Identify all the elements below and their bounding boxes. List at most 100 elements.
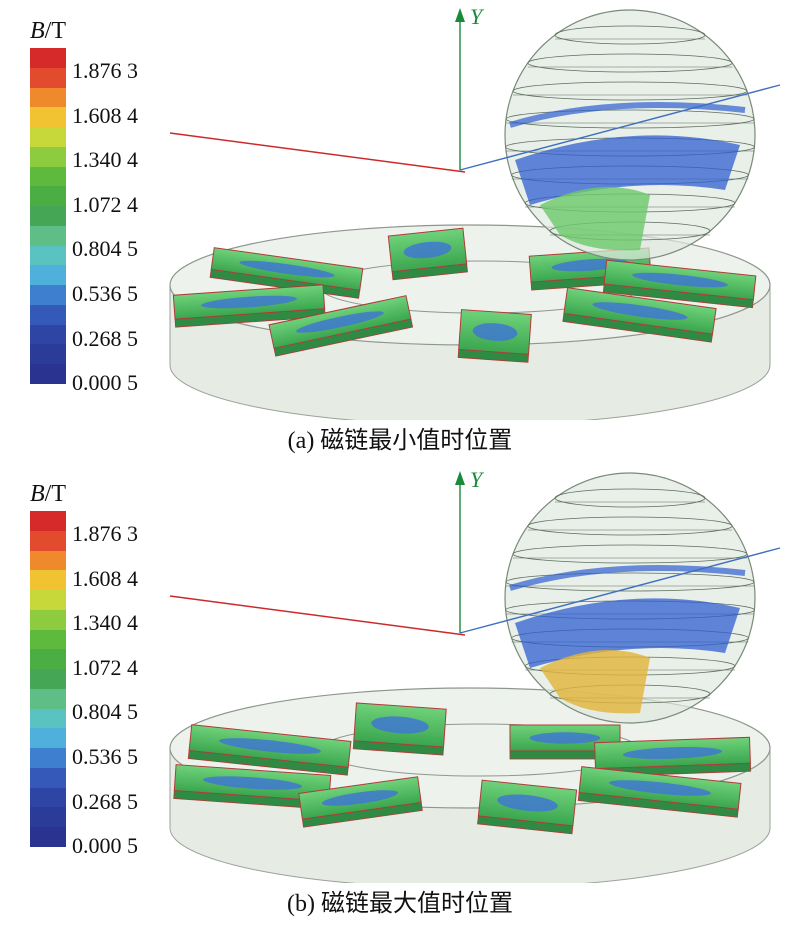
colorbar-segment: [30, 48, 66, 68]
flux-core: [540, 650, 650, 714]
colorbar-segment: [30, 787, 66, 808]
colorbar-segment: [30, 304, 66, 325]
pointer-line: [169, 595, 466, 636]
colorbar-segment: [30, 748, 66, 768]
magnet: [352, 702, 447, 756]
legend-tick-label: 0.804 5: [72, 236, 138, 262]
colorbar-segment: [30, 324, 66, 345]
pointer-line: [169, 132, 466, 173]
flux-band-upper: [509, 565, 746, 591]
colorbar-segment: [30, 364, 66, 384]
colorbar-segment: [30, 245, 66, 266]
colorbar-segment: [30, 127, 66, 147]
legend-tick-label: 1.072 4: [72, 191, 138, 217]
flux-band: [515, 135, 740, 205]
rotor-slot: [554, 488, 706, 508]
rotor-slot: [512, 81, 748, 101]
rotor-slot: [527, 53, 733, 73]
legend-tick-label: 1.608 4: [72, 102, 138, 128]
legend-tick-label: 0.000 5: [72, 833, 138, 859]
colorbar-segment: [30, 827, 66, 847]
flux-core: [540, 187, 650, 251]
magnet: [268, 295, 414, 357]
x-axis: [459, 84, 781, 171]
legend-tick-label: 1.876 3: [72, 521, 138, 546]
panel-a: B/T 1.876 3 1.608 4 1.340 4 1.072 4 0.804 5 0…: [28, 4, 781, 454]
caption-a: (a) 磁链最小值时位置: [287, 428, 513, 454]
legend-tick-label: 0.536 5: [72, 281, 138, 306]
colorbar-segment: [30, 225, 66, 246]
legend-var: B: [30, 481, 45, 507]
colorbar-segment: [30, 590, 66, 610]
caption-b: (b) 磁链最大值时位置: [287, 891, 513, 917]
magnet: [457, 309, 532, 363]
rotor-slot: [505, 572, 755, 592]
colorbar-segment: [30, 669, 66, 689]
rotor-slot: [527, 516, 733, 536]
y-axis-arrow: [455, 471, 465, 485]
colorbar-segment: [30, 649, 66, 669]
colorbar-segment: [30, 688, 66, 709]
legend-var: B: [30, 18, 45, 44]
magnet: [298, 776, 423, 828]
legend-tick-label: 0.536 5: [72, 744, 138, 769]
legend-unit: /T: [44, 481, 66, 507]
y-axis-label: Y: [470, 467, 485, 492]
colorbar-segment: [30, 609, 66, 630]
colorbar-segment: [30, 767, 66, 788]
colorbar-segment: [30, 344, 66, 364]
colorbar-segment: [30, 708, 66, 729]
magnet: [477, 779, 578, 835]
scene-a: Y: [169, 4, 781, 420]
magnet: [187, 724, 352, 776]
magnet: [577, 766, 742, 818]
legend-tick-label: 1.072 4: [72, 654, 138, 680]
legend-title: B/T: [30, 481, 66, 508]
rotor-slot: [505, 109, 755, 129]
legend-tick-label: 1.876 3: [72, 58, 138, 83]
colorbar-segment: [30, 265, 66, 285]
colorbar-segment: [30, 550, 66, 571]
colorbar-segment: [30, 146, 66, 167]
colorbar-segment: [30, 107, 66, 127]
x-axis: [459, 547, 781, 634]
y-axis-label: Y: [470, 4, 485, 29]
colorbar-segment: [30, 186, 66, 206]
magnet: [172, 284, 326, 328]
colorbar-segment: [30, 67, 66, 88]
scene-b: Y: [169, 467, 781, 883]
legend-tick-label: 1.340 4: [72, 610, 138, 636]
colorbar-segment: [30, 511, 66, 531]
colorbar-segment: [30, 530, 66, 551]
magnet: [173, 764, 332, 810]
legend-tick-label: 0.000 5: [72, 370, 138, 396]
colorbar-segment: [30, 285, 66, 305]
legend-tick-label: 0.268 5: [72, 788, 138, 814]
legend-a: B/T 1.876 3 1.608 4 1.340 4 1.072 4 0.804 5 0…: [28, 18, 188, 398]
colorbar-segment: [30, 629, 66, 650]
y-axis-arrow: [455, 8, 465, 22]
colorbar-segment: [30, 807, 66, 827]
legend-tick-label: 0.804 5: [72, 699, 138, 725]
colorbar: [30, 48, 66, 384]
colorbar-segment: [30, 570, 66, 590]
legend-unit: /T: [44, 18, 66, 44]
legend-b: B/T 1.876 3 1.608 4 1.340 4 1.072 4 0.804 5 0…: [28, 481, 188, 861]
colorbar-segment: [30, 206, 66, 226]
magnet: [602, 259, 757, 309]
rotor-slot: [554, 25, 706, 45]
legend-tick-label: 1.340 4: [72, 147, 138, 173]
colorbar: [30, 511, 66, 847]
magnet: [562, 287, 717, 343]
legend-tick-label: 1.608 4: [72, 565, 138, 591]
rotor-slot: [512, 544, 748, 564]
colorbar-segment: [30, 166, 66, 187]
colorbar-segment: [30, 728, 66, 748]
flux-band: [515, 598, 740, 668]
panel-b: B/T 1.876 3 1.608 4 1.340 4 1.072 4 0.804 5 0…: [0, 463, 800, 926]
flux-band-upper: [509, 102, 746, 128]
legend-title: B/T: [30, 18, 66, 45]
magnet: [387, 227, 468, 281]
legend-tick-label: 0.268 5: [72, 325, 138, 351]
colorbar-segment: [30, 87, 66, 108]
